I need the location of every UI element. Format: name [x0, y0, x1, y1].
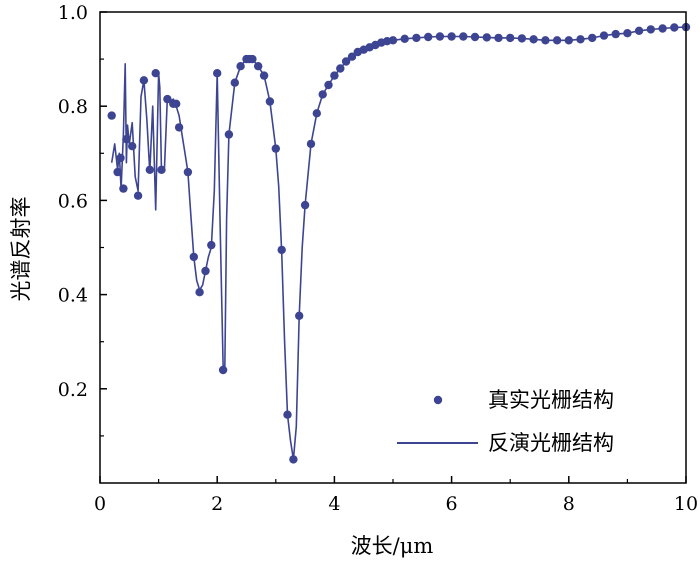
- data-point-true: [107, 111, 116, 120]
- legend: 真实光栅结构 反演光栅结构: [397, 388, 614, 455]
- data-point-true: [470, 32, 480, 42]
- data-point-true: [300, 200, 310, 210]
- tick-layer: 0 2 4 6 8 10 0.2 0.4 0.6 0.8 1.0: [58, 2, 698, 515]
- data-point-true: [506, 33, 515, 43]
- data-point-true: [611, 29, 620, 39]
- data-point-true: [412, 33, 421, 43]
- data-point-true: [122, 135, 131, 144]
- data-point-true: [201, 266, 210, 276]
- data-point-true: [277, 245, 286, 255]
- legend-label-line: 反演光栅结构: [488, 431, 614, 455]
- y-axis-title: 光谱反射率: [9, 197, 33, 302]
- x-tick-label: 8: [563, 493, 575, 515]
- data-point-true: [634, 26, 644, 35]
- data-point-true: [447, 32, 456, 41]
- data-point-true: [330, 71, 339, 80]
- data-point-true: [494, 33, 503, 43]
- data-point-true: [400, 34, 409, 43]
- x-tick-label: 6: [446, 493, 458, 515]
- data-point-true: [646, 25, 655, 34]
- data-point-true: [248, 54, 257, 64]
- y-tick-label: 1.0: [58, 2, 88, 24]
- data-point-true: [163, 94, 172, 104]
- data-point-true: [324, 80, 333, 90]
- data-point-true: [552, 36, 562, 45]
- data-point-true: [151, 69, 160, 78]
- data-point-true: [271, 144, 280, 153]
- data-point-true: [174, 123, 184, 132]
- x-tick-label: 0: [94, 493, 106, 515]
- data-point-true: [119, 184, 128, 193]
- data-point-true: [588, 33, 597, 43]
- data-point-true: [336, 64, 345, 73]
- x-axis-title: 波长/μm: [351, 534, 434, 558]
- x-tick-label: 10: [674, 493, 698, 515]
- plot-layer: [107, 22, 691, 464]
- data-point-true: [435, 32, 445, 41]
- data-point-true: [670, 23, 679, 32]
- data-point-true: [157, 165, 166, 174]
- data-point-true: [218, 365, 228, 375]
- data-point-true: [424, 32, 433, 42]
- frame-layer: [99, 11, 687, 484]
- data-point-true: [265, 97, 275, 106]
- y-tick-label: 0.4: [58, 285, 88, 307]
- data-point-true: [388, 36, 398, 45]
- data-point-true: [289, 455, 298, 464]
- data-point-true: [517, 34, 527, 43]
- data-point-true: [482, 33, 491, 42]
- data-point-true: [541, 36, 550, 45]
- data-point-true: [195, 288, 204, 297]
- data-point-true: [459, 32, 468, 41]
- data-point-true: [623, 29, 632, 38]
- data-point-true: [128, 142, 137, 151]
- y-tick-label: 0.2: [58, 379, 88, 401]
- legend-label-scatter: 真实光栅结构: [488, 388, 614, 412]
- x-tick-label: 2: [211, 493, 223, 515]
- data-point-true: [145, 165, 154, 174]
- data-point-true: [283, 410, 292, 419]
- data-point-true: [254, 61, 263, 71]
- x-tick-label: 4: [328, 493, 340, 515]
- data-point-true: [576, 35, 585, 44]
- y-tick-label: 0.6: [58, 190, 88, 212]
- plot-frame: [99, 11, 687, 484]
- data-point-true: [207, 240, 216, 250]
- data-point-true: [599, 31, 609, 40]
- data-point-true: [139, 76, 149, 85]
- data-point-true: [318, 90, 327, 99]
- data-point-true: [529, 35, 538, 44]
- data-point-true: [312, 109, 321, 118]
- data-point-true: [564, 36, 573, 45]
- data-point-true: [295, 311, 304, 320]
- data-point-true: [236, 61, 245, 71]
- y-tick-label: 0.8: [58, 96, 88, 118]
- legend-marker-scatter: [433, 395, 443, 405]
- data-point-true: [133, 191, 143, 200]
- data-point-true: [259, 71, 269, 80]
- data-point-true: [189, 252, 198, 262]
- data-point-true: [172, 99, 181, 109]
- data-point-true: [113, 167, 122, 177]
- data-point-true: [341, 57, 351, 66]
- data-point-true: [116, 153, 125, 163]
- data-point-true: [658, 24, 667, 33]
- data-point-true: [230, 78, 239, 87]
- data-point-true: [306, 139, 316, 149]
- data-point-true: [213, 69, 222, 78]
- data-point-true: [183, 167, 193, 177]
- data-point-true: [224, 130, 234, 139]
- data-point-true: [347, 52, 357, 61]
